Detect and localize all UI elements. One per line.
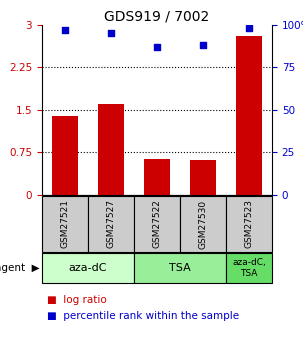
- Text: aza-dC: aza-dC: [69, 263, 107, 273]
- Bar: [190, 160, 216, 195]
- Text: aza-dC,
TSA: aza-dC, TSA: [232, 258, 266, 278]
- Bar: [180, 196, 226, 252]
- Point: [247, 26, 251, 31]
- Bar: [226, 253, 272, 283]
- Text: GSM27523: GSM27523: [245, 199, 254, 248]
- Point: [201, 43, 205, 48]
- Bar: [236, 36, 262, 195]
- Text: ■  log ratio: ■ log ratio: [47, 295, 107, 305]
- Point: [63, 27, 68, 33]
- Text: GSM27521: GSM27521: [61, 199, 69, 248]
- Bar: [88, 196, 134, 252]
- Bar: [98, 104, 124, 195]
- Point: [155, 45, 159, 50]
- Title: GDS919 / 7002: GDS919 / 7002: [104, 10, 210, 24]
- Bar: [226, 196, 272, 252]
- Text: GSM27522: GSM27522: [152, 199, 161, 248]
- Point: [108, 31, 113, 36]
- Bar: [42, 196, 88, 252]
- Bar: [134, 196, 180, 252]
- Bar: [134, 253, 226, 283]
- Bar: [52, 116, 78, 195]
- Text: GSM27530: GSM27530: [198, 199, 208, 248]
- Text: agent  ▶: agent ▶: [0, 263, 40, 273]
- Text: TSA: TSA: [169, 263, 191, 273]
- Text: ■  percentile rank within the sample: ■ percentile rank within the sample: [47, 311, 239, 321]
- Bar: [42, 253, 134, 283]
- Text: GSM27527: GSM27527: [106, 199, 115, 248]
- Bar: [144, 159, 170, 195]
